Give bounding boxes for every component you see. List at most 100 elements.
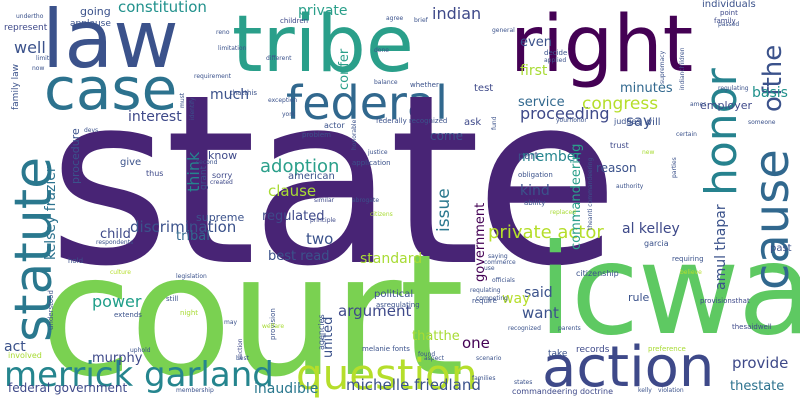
word-competing: competing (476, 295, 508, 302)
word-family: family (714, 17, 736, 25)
word-preference: preference (648, 345, 686, 353)
word-give: give (120, 157, 142, 168)
word-say: say (626, 112, 652, 130)
word-private-actor: private actor (488, 222, 604, 243)
word-ames: ames (690, 101, 707, 108)
word-devs: devs (84, 127, 99, 134)
word-private: private (298, 3, 348, 19)
word-service: service (518, 95, 565, 110)
word-yourhonor: yourhonor (556, 117, 587, 124)
word-exception: exception (268, 97, 298, 104)
word-member: member (522, 149, 582, 165)
word-basis: basis (752, 85, 788, 101)
word-interest: interest (128, 109, 182, 125)
word-parties: parties (671, 157, 678, 178)
word-children: children (280, 17, 309, 25)
word-take: take (548, 349, 568, 359)
word-passed: passed (718, 21, 740, 28)
word-asregulating: asregulating (376, 301, 420, 309)
word-authority: authority (616, 183, 644, 190)
word-regulated: regulated (262, 209, 325, 224)
word-past: past (770, 243, 792, 254)
word-york: york (282, 111, 296, 118)
word-decide: decide (544, 49, 568, 57)
word-regulating: regulating (718, 85, 749, 92)
word-al-kelley: al kelley (622, 221, 680, 237)
word-scenario: scenario (476, 355, 502, 362)
word-records: records (576, 345, 610, 355)
word-certain: certain (676, 131, 697, 138)
word-states: states (514, 379, 533, 386)
word-ofthe: ofthe (758, 44, 788, 112)
word-welfare: welfare (262, 323, 285, 330)
word-tribal: tribal (176, 229, 210, 244)
word-federally-recognized: federally recognized (376, 117, 448, 125)
word-agree: agree (386, 15, 404, 22)
word-will: will (644, 117, 661, 128)
word-law: law (42, 0, 179, 86)
word-indianchildren: indianchildren (679, 47, 686, 91)
word-provisionsthat: provisionsthat (700, 297, 750, 305)
word-grant: grant (199, 165, 209, 190)
word-employer: employer (700, 99, 753, 112)
word-undertho: undertho (16, 13, 44, 20)
word-honorable: honorable (351, 119, 358, 150)
word-part: part (518, 151, 539, 162)
word-created: created (210, 179, 233, 186)
word-whether: whether (410, 81, 439, 89)
word-limitation: limitation (218, 45, 247, 52)
word-first: first (520, 63, 548, 79)
word-may: may (224, 319, 238, 326)
word-still: still (166, 295, 179, 303)
word-point: point (720, 9, 738, 17)
word-case: case (44, 55, 178, 123)
word-adoption: adoption (260, 156, 340, 177)
word-indian: indian (432, 4, 482, 23)
word-new: new (642, 149, 655, 156)
word-recognized: recognized (508, 325, 541, 332)
word-act: act (4, 339, 26, 355)
word-court: court (40, 218, 465, 400)
word-clause: clause (268, 182, 317, 200)
word-provide: provide (732, 354, 789, 372)
word-best: best (236, 355, 249, 362)
word-commandeering: commandeering (569, 143, 584, 250)
word-parents: parents (558, 325, 581, 332)
word-thatthe: thatthe (412, 329, 460, 344)
word-thus: thus (146, 169, 164, 178)
word-kind: kind (520, 183, 550, 199)
word-much: much (210, 87, 250, 103)
word-require: require (472, 297, 497, 305)
word-michelle-friedland: michelle friedland (346, 376, 481, 394)
word-citizens: citizens (370, 211, 393, 218)
word-thatthis: thatthis (230, 89, 257, 97)
word-theanti-commandeering: theanti commandeering (587, 157, 594, 230)
word-second: second (196, 159, 218, 166)
word-brief: brief (414, 17, 428, 24)
word-issue: issue (434, 188, 454, 232)
word-minutes: minutes (620, 81, 673, 96)
word-different: different (266, 55, 292, 62)
word-applause: applause (70, 19, 111, 29)
word-know: know (208, 149, 238, 162)
word-kelly: kelly (638, 387, 652, 394)
word-argument: argument (338, 302, 412, 320)
word-kelsey-frazier: kelsey frazier (43, 166, 59, 260)
word-actor: actor (324, 121, 345, 130)
word-inaudible: inaudible (254, 381, 319, 397)
word-congress: congress (582, 94, 659, 114)
word-family-law: family law (11, 63, 21, 110)
word-reason: reason (596, 161, 637, 175)
word-legislation: legislation (176, 273, 207, 280)
word-agencies: agencies (317, 314, 326, 350)
word-membership: membership (176, 387, 214, 394)
word-identify: identify (189, 97, 196, 120)
word-aspect: aspect (424, 355, 444, 362)
word-citizenship: citizenship (576, 269, 619, 278)
word-federal: federal (286, 76, 448, 130)
word-similar: similar (314, 197, 335, 204)
word-requiring: requiring (672, 255, 704, 263)
word-well: well (14, 38, 46, 57)
word-thestate: thestate (730, 379, 785, 394)
